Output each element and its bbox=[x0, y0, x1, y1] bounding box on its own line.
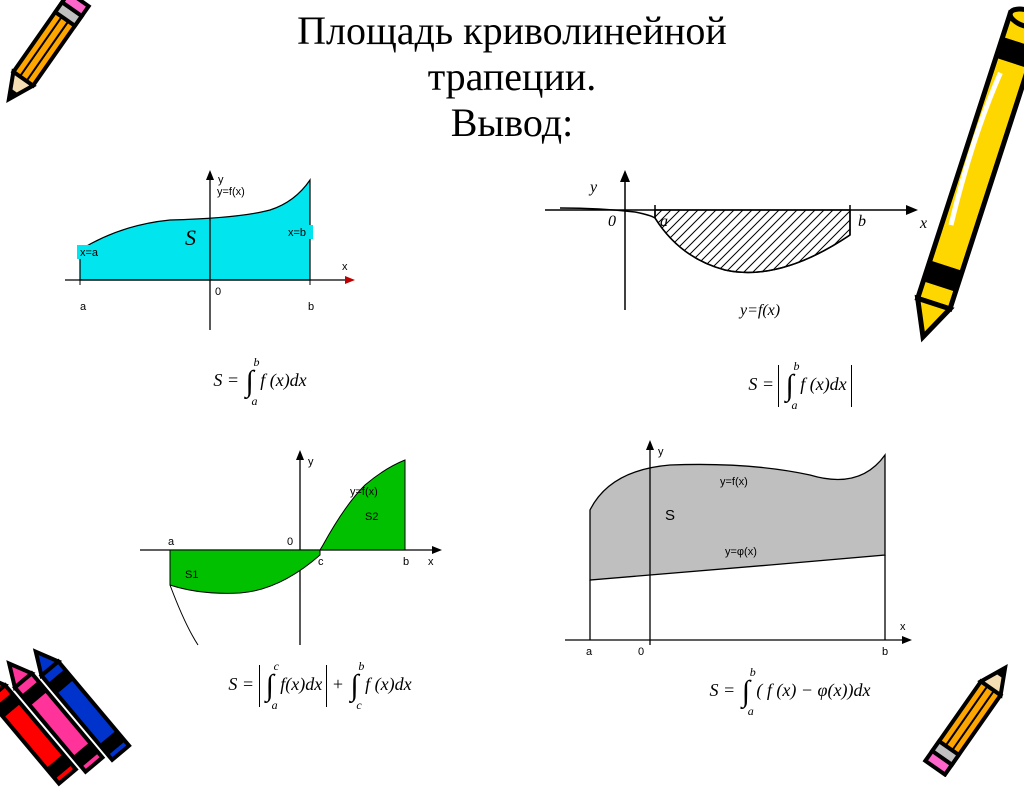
chart1-b: b bbox=[308, 301, 314, 313]
abs-bars-icon: ∫ b a f (x)dx bbox=[778, 365, 851, 407]
chart2-y: y bbox=[588, 179, 598, 196]
chart4-formula-s: S = bbox=[710, 680, 736, 700]
chart3-plus: + bbox=[332, 674, 344, 694]
chart2-lim-a: a bbox=[791, 398, 797, 413]
chart3-y: y bbox=[308, 456, 314, 468]
chart3-S1: S1 bbox=[185, 569, 198, 581]
chart4-S: S bbox=[665, 507, 675, 524]
chart4-x: x bbox=[900, 621, 906, 633]
chart4-lim-a: a bbox=[748, 704, 754, 719]
chart3-a: a bbox=[168, 536, 175, 548]
chart2-curve: y=f(x) bbox=[738, 302, 780, 319]
chart3-lim-b: b bbox=[358, 659, 364, 674]
chart3-formula-s: S = bbox=[228, 674, 254, 694]
integral-icon: ∫ b a bbox=[245, 365, 253, 399]
chart1-zero: 0 bbox=[215, 286, 221, 298]
title-line-2: трапеции. bbox=[428, 54, 597, 99]
chart1-lim-b: b bbox=[253, 355, 259, 370]
chart2-formula-s: S = bbox=[748, 374, 774, 394]
chart3-formula-b1: f(x)dx bbox=[280, 674, 322, 694]
chart4-a: a bbox=[586, 646, 593, 658]
chart1-lim-a: a bbox=[251, 394, 257, 409]
chart3-curve: y=f(x) bbox=[350, 486, 378, 498]
integral-icon: ∫ c a bbox=[266, 669, 274, 703]
integral-icon: ∫ b c bbox=[350, 669, 358, 703]
pencil-icon-2 bbox=[914, 637, 1024, 777]
chart1-formula-body: f (x)dx bbox=[260, 370, 306, 390]
crayon-trio-icon bbox=[0, 617, 150, 797]
chart3-lim-c2: c bbox=[356, 698, 361, 713]
chart1-formula-s: S = bbox=[213, 370, 239, 390]
chart1-y-label: y bbox=[218, 174, 224, 186]
chart-3: y x 0 a c b y=f(x) S1 S2 S = ∫ c a f(x)d… bbox=[130, 450, 490, 707]
chart1-curve-label: y=f(x) bbox=[217, 186, 245, 198]
chart1-formula: S = ∫ b a f (x)dx bbox=[120, 365, 400, 399]
chart2-zero: 0 bbox=[608, 213, 616, 230]
pencil-icon bbox=[0, 0, 100, 130]
chart1-xa-label: x=a bbox=[80, 247, 99, 259]
chart-3-svg: y x 0 a c b y=f(x) S1 S2 bbox=[130, 450, 450, 660]
integral-icon: ∫ b a bbox=[742, 675, 750, 709]
chart-4-svg: y x 0 a b y=f(x) y=φ(x) S bbox=[550, 440, 920, 670]
chart4-y: y bbox=[658, 446, 664, 458]
slide-title: Площадь криволинейной трапеции. Вывод: bbox=[0, 0, 1024, 146]
chart1-a: a bbox=[80, 301, 87, 313]
chart1-S: S bbox=[185, 225, 196, 250]
abs-bars-icon: ∫ c a f(x)dx bbox=[259, 665, 328, 707]
chart4-lim-b: b bbox=[750, 665, 756, 680]
chart3-formula-b2: f (x)dx bbox=[365, 674, 411, 694]
chart-4: y x 0 a b y=f(x) y=φ(x) S S = ∫ b a ( f … bbox=[550, 440, 950, 709]
crayon-yellow-icon bbox=[899, 0, 1024, 380]
chart-1-svg: y x y=f(x) x=a x=b S a b 0 bbox=[60, 170, 360, 360]
chart4-formula-body: ( f (x) − φ(x))dx bbox=[756, 680, 870, 700]
chart4-top-curve: y=f(x) bbox=[720, 476, 748, 488]
chart-1: y x y=f(x) x=a x=b S a b 0 S = ∫ b a f (… bbox=[60, 170, 400, 399]
chart3-lim-a: a bbox=[272, 698, 278, 713]
chart1-x-label: x bbox=[342, 261, 348, 273]
chart-2: y x 0 a b y=f(x) S = ∫ b a f (x)dx bbox=[540, 170, 960, 407]
chart4-formula: S = ∫ b a ( f (x) − φ(x))dx bbox=[630, 675, 950, 709]
chart3-lim-c1: c bbox=[274, 659, 279, 674]
chart3-zero: 0 bbox=[287, 536, 293, 548]
chart2-a: a bbox=[660, 213, 668, 230]
chart3-S2: S2 bbox=[365, 511, 378, 523]
chart4-bot-curve: y=φ(x) bbox=[725, 546, 757, 558]
chart3-formula: S = ∫ c a f(x)dx + ∫ b c f (x)dx bbox=[150, 665, 490, 707]
chart3-b: b bbox=[403, 556, 409, 568]
chart4-b: b bbox=[882, 646, 888, 658]
chart-2-svg: y x 0 a b y=f(x) bbox=[540, 170, 940, 360]
chart2-formula-body: f (x)dx bbox=[800, 374, 846, 394]
chart3-x: x bbox=[428, 556, 434, 568]
integral-icon: ∫ b a bbox=[785, 369, 793, 403]
title-line-1: Площадь криволинейной bbox=[297, 8, 727, 53]
chart3-c: c bbox=[318, 556, 324, 568]
chart4-zero: 0 bbox=[638, 646, 644, 658]
chart1-xb-label: x=b bbox=[288, 227, 306, 239]
chart2-lim-b: b bbox=[793, 359, 799, 374]
chart2-b: b bbox=[858, 213, 866, 230]
title-line-3: Вывод: bbox=[451, 100, 573, 145]
